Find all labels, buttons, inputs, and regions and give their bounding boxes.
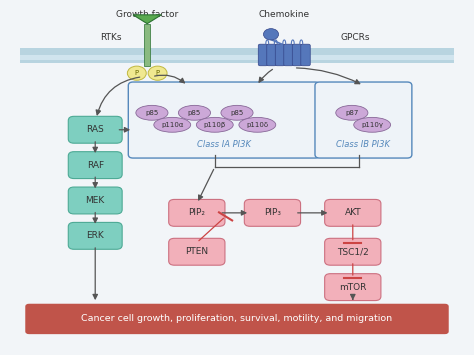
Text: PIP₃: PIP₃ [264, 208, 281, 217]
Circle shape [148, 66, 167, 80]
FancyBboxPatch shape [325, 274, 381, 301]
FancyBboxPatch shape [325, 238, 381, 265]
Text: MEK: MEK [86, 196, 105, 205]
FancyBboxPatch shape [145, 24, 150, 66]
Text: PTEN: PTEN [185, 247, 209, 256]
FancyBboxPatch shape [68, 223, 122, 249]
Text: p110δ: p110δ [246, 122, 268, 128]
FancyBboxPatch shape [169, 238, 225, 265]
Text: p87: p87 [345, 110, 358, 116]
Text: PIP₂: PIP₂ [188, 208, 205, 217]
Text: TSC1/2: TSC1/2 [337, 247, 369, 256]
Text: Cancer cell growth, proliferation, survival, motility, and migration: Cancer cell growth, proliferation, survi… [82, 315, 392, 323]
FancyBboxPatch shape [284, 44, 293, 66]
FancyBboxPatch shape [169, 200, 225, 226]
Ellipse shape [239, 118, 276, 132]
Text: Growth factor: Growth factor [116, 10, 178, 18]
Text: p110β: p110β [204, 122, 226, 128]
FancyBboxPatch shape [128, 82, 319, 158]
FancyBboxPatch shape [315, 82, 412, 158]
Text: RTKs: RTKs [100, 33, 121, 42]
Circle shape [264, 29, 279, 40]
Text: GPCRs: GPCRs [341, 33, 371, 42]
Ellipse shape [178, 105, 210, 120]
Text: RAS: RAS [86, 125, 104, 134]
FancyBboxPatch shape [68, 187, 122, 214]
Text: p110γ: p110γ [361, 122, 383, 128]
FancyBboxPatch shape [25, 304, 449, 334]
Text: p85: p85 [230, 110, 244, 116]
Text: ERK: ERK [86, 231, 104, 240]
Ellipse shape [196, 118, 233, 132]
FancyBboxPatch shape [244, 200, 301, 226]
Text: Class IB PI3K: Class IB PI3K [337, 140, 391, 149]
Text: p85: p85 [188, 110, 201, 116]
Ellipse shape [154, 118, 191, 132]
Ellipse shape [354, 118, 391, 132]
Text: P: P [155, 70, 160, 76]
FancyBboxPatch shape [19, 55, 455, 60]
Ellipse shape [136, 105, 168, 120]
FancyBboxPatch shape [292, 44, 302, 66]
Ellipse shape [221, 105, 253, 120]
Polygon shape [133, 15, 161, 24]
FancyBboxPatch shape [325, 200, 381, 226]
FancyBboxPatch shape [19, 48, 455, 62]
Ellipse shape [336, 105, 368, 120]
Text: Chemokine: Chemokine [259, 10, 310, 18]
FancyBboxPatch shape [301, 44, 310, 66]
FancyBboxPatch shape [267, 44, 276, 66]
FancyBboxPatch shape [258, 44, 268, 66]
Text: Class IA PI3K: Class IA PI3K [197, 140, 251, 149]
Text: mTOR: mTOR [339, 283, 366, 291]
Circle shape [128, 66, 146, 80]
Text: P: P [135, 70, 139, 76]
FancyBboxPatch shape [275, 44, 285, 66]
Text: AKT: AKT [345, 208, 361, 217]
Text: p85: p85 [146, 110, 159, 116]
Text: RAF: RAF [87, 160, 104, 170]
FancyBboxPatch shape [68, 116, 122, 143]
Text: p110α: p110α [161, 122, 183, 128]
FancyBboxPatch shape [68, 152, 122, 179]
